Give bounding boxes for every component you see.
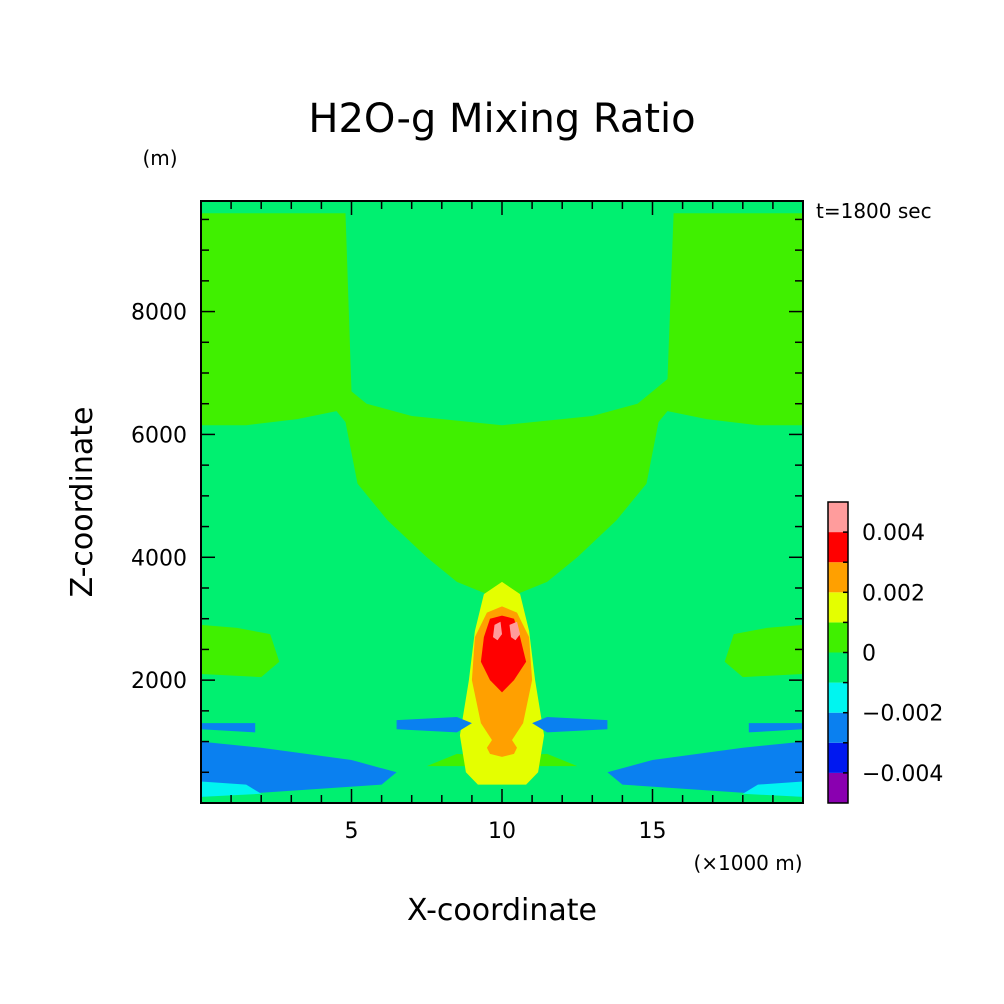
axis-ticks-layer	[201, 201, 803, 803]
time-label: t=1800 sec	[816, 199, 932, 223]
y-tick-label-2: 6000	[131, 423, 187, 448]
y-axis-label: Z-coordinate	[65, 407, 100, 598]
y-tick-label-1: 4000	[131, 546, 187, 571]
y-unit-label: (m)	[142, 146, 177, 170]
colorbar-swatch-2	[828, 712, 848, 743]
contour-region-9	[493, 621, 502, 641]
x-tick-label-2: 15	[639, 819, 667, 844]
x-axis-label: X-coordinate	[407, 893, 597, 928]
colorbar-label-0: −0.004	[862, 762, 943, 787]
colorbar-label-4: 0.004	[862, 521, 925, 546]
contour-region-16	[532, 717, 608, 733]
colorbar-swatch-0	[828, 772, 848, 803]
chart-title: H2O-g Mixing Ratio	[308, 96, 695, 142]
colorbar-swatch-4	[828, 652, 848, 683]
plot-area	[200, 200, 804, 804]
contour-region-13	[201, 723, 256, 733]
contour-region-7	[486, 738, 517, 757]
colorbar-label-1: −0.002	[862, 702, 943, 727]
contour-region-15	[396, 717, 472, 733]
colorbar-label-2: 0	[862, 642, 876, 667]
y-tick-label-3: 8000	[131, 301, 187, 326]
colorbar-swatch-5	[828, 622, 848, 653]
plot-frame	[200, 200, 804, 804]
colorbar-swatch-7	[828, 562, 848, 593]
contour-region-10	[509, 621, 521, 641]
contour-region-11	[201, 741, 397, 797]
x-tick-label-1: 10	[488, 819, 516, 844]
x-unit-label: (×1000 m)	[693, 851, 802, 875]
y-tick-label-0: 2000	[131, 669, 187, 694]
contour-region-17	[201, 781, 262, 797]
contour-region-14	[748, 723, 803, 733]
colorbar-swatch-9	[828, 502, 848, 533]
colorbar-swatch-8	[828, 532, 848, 563]
colorbar: −0.004 −0.002 0 0.002 0.004	[827, 501, 943, 804]
colorbar-swatch-3	[828, 682, 848, 713]
contour-region-1	[201, 213, 803, 595]
contour-region-3	[724, 624, 803, 678]
colorbar-swatch-1	[828, 742, 848, 773]
colorbar-label-3: 0.002	[862, 581, 925, 606]
contour-region-2	[201, 624, 280, 678]
colorbar-swatch-6	[828, 592, 848, 623]
contour-region-12	[607, 741, 803, 797]
contour-fill-layer	[201, 201, 803, 803]
x-tick-label-0: 5	[345, 819, 359, 844]
contour-region-18	[742, 781, 803, 797]
